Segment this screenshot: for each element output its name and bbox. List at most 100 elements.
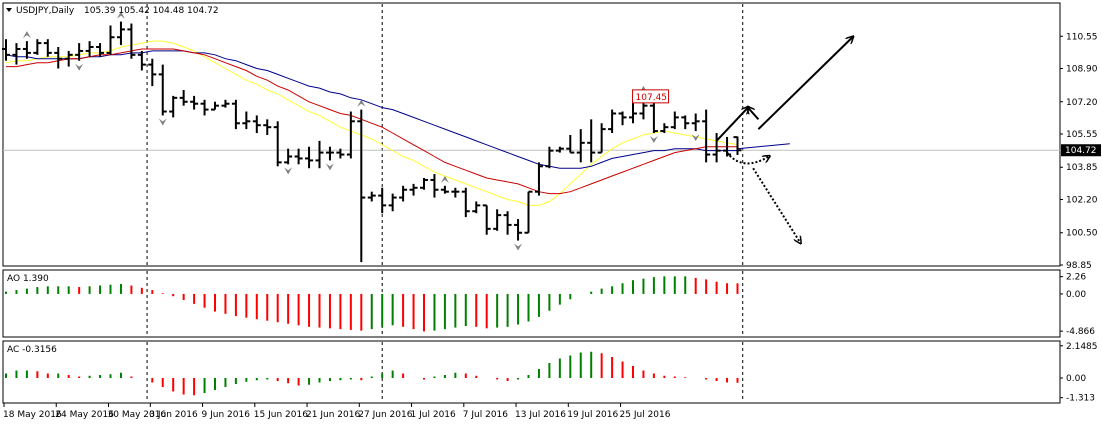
fractal-down-icon bbox=[325, 163, 334, 171]
price-axis-label: 110.55 bbox=[1066, 32, 1098, 42]
ohlc-bar bbox=[587, 119, 596, 163]
projection-arrow bbox=[748, 108, 760, 121]
fractal-down-icon bbox=[284, 167, 293, 175]
fractal-up-icon bbox=[357, 99, 366, 107]
time-axis-label: 13 Jul 2016 bbox=[515, 410, 566, 420]
ohlc-bar bbox=[712, 133, 721, 163]
grid-layer bbox=[3, 4, 1060, 402]
time-axis-label: 18 May 2016 bbox=[3, 410, 62, 420]
ohlc-bar bbox=[294, 148, 303, 165]
ohlc-bar bbox=[211, 101, 219, 111]
time-axis-label: 25 Jul 2016 bbox=[620, 410, 671, 420]
ohlc-bar bbox=[75, 43, 84, 61]
ohlc-bar bbox=[190, 95, 199, 110]
ma-slow-line bbox=[5, 50, 738, 169]
ohlc-bar bbox=[399, 185, 408, 202]
ao-title: AO 1.390 bbox=[7, 274, 49, 284]
ma-fast-line bbox=[5, 40, 738, 206]
fractal-down-icon bbox=[75, 63, 84, 71]
price-axis-label: 103.85 bbox=[1066, 163, 1098, 173]
ohlc-bar bbox=[43, 39, 52, 57]
projection-arrow-curve bbox=[726, 151, 769, 165]
ohlc-bar bbox=[12, 43, 21, 65]
ohlc-bar bbox=[325, 146, 334, 161]
ohlc-bar bbox=[493, 209, 502, 231]
ohlc-bar bbox=[545, 146, 554, 169]
ohlc-bar bbox=[96, 43, 105, 57]
ohlc-bar bbox=[681, 115, 690, 130]
price-axis-label: 98.85 bbox=[1066, 261, 1092, 271]
time-axis-label: 9 Jun 2016 bbox=[202, 410, 251, 420]
ohlc-bar bbox=[336, 148, 345, 159]
ohlc-bar bbox=[608, 109, 617, 134]
ohlc-bar bbox=[555, 146, 564, 153]
ohlc-bar bbox=[702, 109, 711, 163]
ohlc-bar bbox=[618, 111, 627, 126]
current-price-label: 104.72 bbox=[1065, 146, 1097, 156]
ohlc-bar bbox=[514, 219, 523, 241]
ohlc-readout: 105.39 105.42 104.48 104.72 bbox=[84, 6, 219, 16]
time-axis-label: 15 Jun 2016 bbox=[254, 410, 308, 420]
ohlc-bar bbox=[461, 187, 470, 218]
current-price: 104.72 bbox=[1061, 144, 1101, 157]
ohlc-bar bbox=[378, 187, 387, 214]
ma-mid-line bbox=[6, 48, 738, 195]
ohlc-bar bbox=[252, 115, 261, 134]
ohlc-bar bbox=[733, 136, 742, 155]
ma-projection-line bbox=[737, 143, 790, 150]
price-bars bbox=[2, 21, 742, 263]
ohlc-bar bbox=[221, 99, 230, 108]
ohlc-bar bbox=[54, 47, 63, 69]
ohlc-bar bbox=[127, 23, 136, 59]
symbol-title: USDJPY,Daily bbox=[16, 6, 75, 16]
ac-title: AC -0.3156 bbox=[7, 345, 57, 355]
time-axis-label: 3 Jun 2016 bbox=[149, 410, 198, 420]
ohlc-bar bbox=[33, 39, 42, 55]
moving-averages bbox=[5, 40, 790, 206]
ohlc-bar bbox=[263, 119, 272, 135]
ohlc-bar bbox=[148, 58, 157, 87]
time-axis-label: 24 May 2016 bbox=[55, 410, 114, 420]
price-axis-label: 105.55 bbox=[1066, 130, 1098, 140]
ohlc-bar bbox=[472, 201, 481, 214]
ohlc-bar bbox=[430, 174, 439, 198]
ohlc-bar bbox=[420, 178, 428, 190]
price-axis-label: 100.50 bbox=[1066, 229, 1098, 239]
ohlc-bar bbox=[315, 140, 324, 169]
time-axis-label: 19 Jul 2016 bbox=[567, 410, 618, 420]
ohlc-bar bbox=[179, 90, 188, 106]
price-axis-label: 102.20 bbox=[1066, 196, 1098, 206]
dropdown-triangle-icon[interactable] bbox=[6, 8, 12, 12]
ao-axis-label: -4.866 bbox=[1066, 327, 1095, 337]
ac-histogram bbox=[5, 351, 739, 396]
ohlc-bar bbox=[388, 193, 397, 212]
ao-axis-label: 0.00 bbox=[1066, 290, 1086, 300]
ohlc-bar bbox=[367, 191, 376, 202]
ohlc-bar bbox=[106, 25, 115, 55]
ohlc-bar bbox=[85, 41, 94, 57]
time-axis-label: 1 Jul 2016 bbox=[411, 410, 456, 420]
time-axis-label: 27 Jun 2016 bbox=[358, 410, 412, 420]
time-axis-label: 21 Jun 2016 bbox=[306, 410, 360, 420]
ac-axis-label: -1.313 bbox=[1066, 394, 1095, 404]
fractal-up-icon bbox=[22, 31, 31, 39]
ohlc-bar bbox=[629, 99, 637, 124]
ohlc-bar bbox=[273, 121, 282, 167]
fractal-down-icon bbox=[691, 134, 700, 142]
ohlc-bar bbox=[524, 190, 533, 234]
ohlc-bar bbox=[691, 113, 700, 132]
ohlc-bar bbox=[64, 50, 73, 67]
price-axis-label: 107.20 bbox=[1066, 98, 1098, 108]
fractal-down-icon bbox=[158, 118, 167, 126]
fractal-down-icon bbox=[514, 243, 523, 251]
ohlc-bar bbox=[482, 204, 491, 235]
ao-panel-frame bbox=[2, 269, 1061, 338]
ohlc-bar bbox=[566, 134, 575, 154]
ohlc-bar bbox=[576, 129, 585, 163]
time-axis-label: 7 Jul 2016 bbox=[463, 410, 508, 420]
axis-labels: 110.55 108.90 107.20 105.55 103.85 102.20 100.… bbox=[3, 32, 1098, 420]
ac-axis-label: 0.00 bbox=[1066, 374, 1086, 384]
projection-arrow bbox=[757, 37, 852, 130]
main-title: USDJPY,Daily 105.39 105.42 104.48 104.72 bbox=[6, 6, 219, 16]
